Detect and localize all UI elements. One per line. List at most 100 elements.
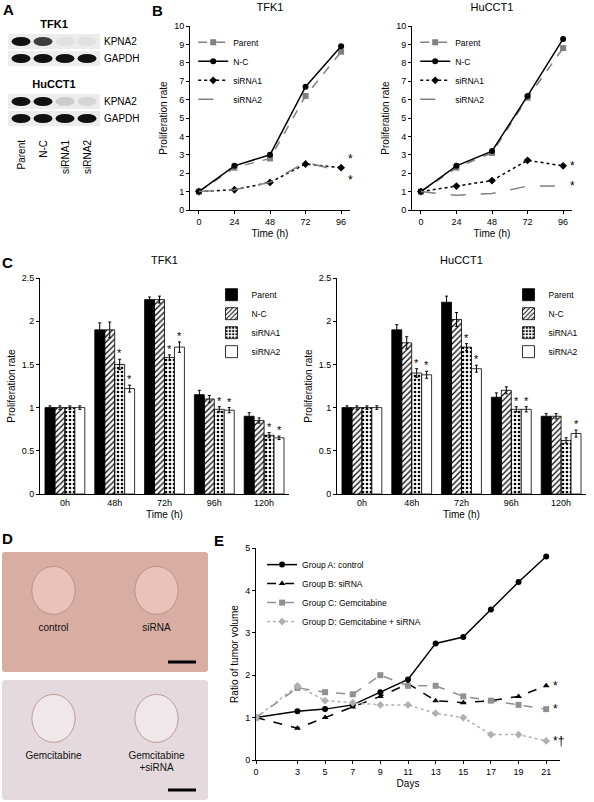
svg-text:0: 0 bbox=[245, 755, 250, 765]
svg-text:Proliferation rate: Proliferation rate bbox=[6, 349, 17, 423]
svg-text:Parent: Parent bbox=[16, 140, 27, 170]
svg-text:Time (h): Time (h) bbox=[474, 228, 511, 239]
svg-text:48h: 48h bbox=[404, 498, 419, 508]
svg-text:0: 0 bbox=[326, 489, 331, 499]
svg-text:Group C: Gemcitabine: Group C: Gemcitabine bbox=[302, 598, 387, 608]
svg-text:Parent: Parent bbox=[233, 38, 259, 48]
svg-text:5: 5 bbox=[323, 767, 328, 777]
svg-text:*: * bbox=[267, 421, 272, 433]
svg-text:GAPDH: GAPDH bbox=[104, 113, 140, 124]
svg-text:2.5: 2.5 bbox=[22, 273, 35, 283]
svg-text:*: * bbox=[217, 395, 222, 407]
svg-text:siRNA2: siRNA2 bbox=[82, 140, 93, 174]
svg-text:*: * bbox=[464, 332, 469, 344]
svg-text:Group A: control: Group A: control bbox=[302, 560, 364, 570]
svg-text:siRNA1: siRNA1 bbox=[233, 76, 262, 86]
svg-text:1: 1 bbox=[245, 713, 250, 723]
svg-text:3: 3 bbox=[401, 150, 406, 160]
svg-text:6: 6 bbox=[179, 95, 184, 105]
svg-text:N-C: N-C bbox=[455, 57, 470, 67]
svg-text:*: * bbox=[127, 373, 132, 385]
svg-text:9: 9 bbox=[401, 40, 406, 50]
svg-text:GAPDH: GAPDH bbox=[104, 53, 140, 64]
svg-text:KPNA2: KPNA2 bbox=[104, 36, 137, 47]
svg-text:0.5: 0.5 bbox=[319, 446, 332, 456]
svg-text:11: 11 bbox=[403, 767, 412, 777]
svg-text:0: 0 bbox=[401, 205, 406, 215]
svg-text:1: 1 bbox=[401, 187, 406, 197]
svg-text:48: 48 bbox=[487, 217, 497, 227]
svg-text:Gemcitabine: Gemcitabine bbox=[25, 750, 82, 761]
svg-text:24: 24 bbox=[229, 217, 239, 227]
svg-text:24: 24 bbox=[451, 217, 461, 227]
svg-text:HuCCT1: HuCCT1 bbox=[440, 254, 483, 266]
svg-text:siRNA2: siRNA2 bbox=[549, 347, 578, 357]
svg-text:10: 10 bbox=[174, 21, 184, 31]
svg-text:5: 5 bbox=[401, 113, 406, 123]
svg-text:1: 1 bbox=[29, 403, 34, 413]
svg-text:Proliferation rate: Proliferation rate bbox=[158, 81, 169, 155]
svg-text:Time (h): Time (h) bbox=[252, 228, 289, 239]
svg-text:Group B: siRNA: Group B: siRNA bbox=[302, 579, 363, 589]
svg-text:*: * bbox=[348, 173, 353, 187]
svg-text:1.5: 1.5 bbox=[319, 360, 332, 370]
svg-text:10: 10 bbox=[396, 21, 406, 31]
svg-text:0: 0 bbox=[179, 205, 184, 215]
svg-text:0: 0 bbox=[253, 767, 258, 777]
svg-text:Group D: Gemcitabine + siRNA: Group D: Gemcitabine + siRNA bbox=[302, 617, 421, 627]
svg-text:*: * bbox=[570, 159, 575, 173]
svg-text:120h: 120h bbox=[551, 498, 571, 508]
svg-text:Gemcitabine+siRNA: Gemcitabine+siRNA bbox=[128, 750, 185, 773]
svg-text:*: * bbox=[414, 357, 419, 369]
svg-text:1: 1 bbox=[326, 403, 331, 413]
svg-text:siRNA1: siRNA1 bbox=[60, 140, 71, 174]
svg-text:N-C: N-C bbox=[549, 309, 564, 319]
svg-text:Proliferation rate: Proliferation rate bbox=[380, 81, 391, 155]
svg-text:1.5: 1.5 bbox=[22, 360, 35, 370]
svg-text:control: control bbox=[38, 622, 68, 633]
svg-text:8: 8 bbox=[179, 58, 184, 68]
svg-text:0h: 0h bbox=[60, 498, 70, 508]
svg-text:*: * bbox=[348, 152, 353, 166]
svg-text:1: 1 bbox=[179, 187, 184, 197]
svg-text:96: 96 bbox=[336, 217, 346, 227]
svg-text:N-C: N-C bbox=[252, 309, 267, 319]
svg-text:5: 5 bbox=[179, 113, 184, 123]
svg-text:Ratio of tumor volume: Ratio of tumor volume bbox=[229, 605, 240, 703]
svg-text:*: * bbox=[553, 679, 558, 693]
svg-text:siRNA1: siRNA1 bbox=[455, 76, 484, 86]
svg-text:7: 7 bbox=[350, 767, 355, 777]
svg-text:TFK1: TFK1 bbox=[40, 18, 68, 30]
svg-text:5: 5 bbox=[245, 543, 250, 553]
svg-text:0: 0 bbox=[418, 217, 423, 227]
svg-text:siRNA1: siRNA1 bbox=[549, 328, 578, 338]
svg-text:4: 4 bbox=[179, 132, 184, 142]
svg-text:0: 0 bbox=[29, 489, 34, 499]
svg-text:13: 13 bbox=[431, 767, 441, 777]
svg-text:2: 2 bbox=[245, 670, 250, 680]
svg-text:48: 48 bbox=[265, 217, 275, 227]
svg-text:7: 7 bbox=[179, 76, 184, 86]
svg-text:*: * bbox=[474, 353, 479, 365]
svg-text:96h: 96h bbox=[207, 498, 222, 508]
svg-text:siRNA2: siRNA2 bbox=[233, 95, 262, 105]
svg-text:0: 0 bbox=[196, 217, 201, 227]
svg-text:2: 2 bbox=[29, 316, 34, 326]
svg-text:7: 7 bbox=[401, 76, 406, 86]
svg-text:siRNA2: siRNA2 bbox=[252, 347, 281, 357]
svg-text:72h: 72h bbox=[454, 498, 469, 508]
svg-text:2: 2 bbox=[401, 168, 406, 178]
svg-text:*: * bbox=[570, 179, 575, 193]
svg-text:*: * bbox=[574, 418, 579, 430]
svg-text:Time (h): Time (h) bbox=[443, 509, 480, 520]
svg-text:*: * bbox=[177, 330, 182, 342]
svg-text:*†: *† bbox=[553, 734, 564, 748]
svg-text:TFK1: TFK1 bbox=[257, 1, 284, 13]
svg-text:Days: Days bbox=[397, 778, 420, 789]
svg-text:N-C: N-C bbox=[233, 57, 248, 67]
svg-text:*: * bbox=[514, 395, 519, 407]
svg-text:0h: 0h bbox=[357, 498, 367, 508]
svg-text:2.5: 2.5 bbox=[319, 273, 332, 283]
svg-text:21: 21 bbox=[541, 767, 551, 777]
svg-text:*: * bbox=[167, 343, 172, 355]
